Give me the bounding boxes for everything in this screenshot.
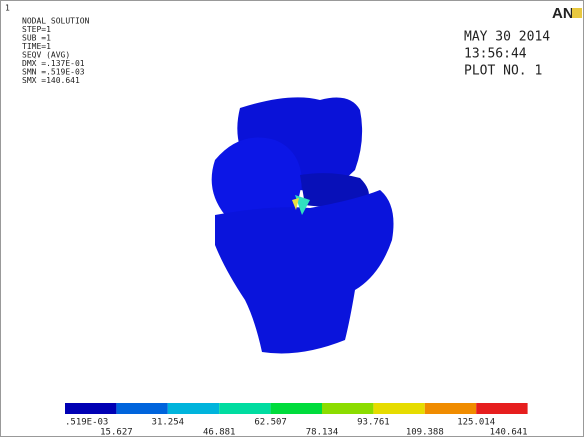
legend-label: .519E-03 <box>65 418 108 428</box>
logo-mark <box>572 8 582 18</box>
legend-label: 78.134 <box>306 428 339 437</box>
legend-label: 15.627 <box>100 428 133 437</box>
legend-label: 140.641 <box>490 428 528 437</box>
legend-label: 46.881 <box>203 428 236 437</box>
time: 13:56:44 <box>464 47 527 62</box>
legend-swatch <box>271 403 322 414</box>
legend-swatch <box>373 403 424 414</box>
legend-swatch <box>116 403 167 414</box>
legend-swatch <box>168 403 219 414</box>
legend-label: 93.761 <box>357 418 390 428</box>
info-line: SMX =140.641 <box>22 76 80 85</box>
legend-label: 31.254 <box>152 418 185 428</box>
legend-label: 125.014 <box>457 418 495 428</box>
legend-swatch <box>219 403 270 414</box>
logo: AN <box>552 5 574 22</box>
date: MAY 30 2014 <box>464 30 550 45</box>
legend-label: 62.507 <box>254 418 287 428</box>
legend-swatch <box>65 403 116 414</box>
plot-number: PLOT NO. 1 <box>464 64 542 79</box>
legend-swatch <box>322 403 373 414</box>
legend-swatch <box>425 403 476 414</box>
legend-label: 109.388 <box>406 428 444 437</box>
ansys-window: 1 NODAL SOLUTIONSTEP=1SUB =1TIME=1SEQV (… <box>0 0 584 437</box>
legend-swatch <box>476 403 527 414</box>
window-id: 1 <box>5 4 10 13</box>
